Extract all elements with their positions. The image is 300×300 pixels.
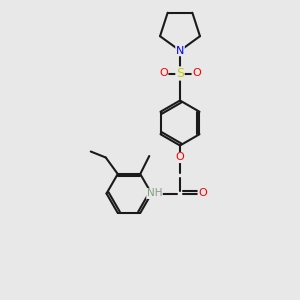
- Text: S: S: [176, 67, 184, 80]
- Text: O: O: [198, 188, 207, 199]
- Text: N: N: [176, 46, 184, 56]
- Text: O: O: [192, 68, 201, 79]
- Text: NH: NH: [147, 188, 162, 199]
- Text: O: O: [159, 68, 168, 79]
- Text: O: O: [176, 152, 184, 163]
